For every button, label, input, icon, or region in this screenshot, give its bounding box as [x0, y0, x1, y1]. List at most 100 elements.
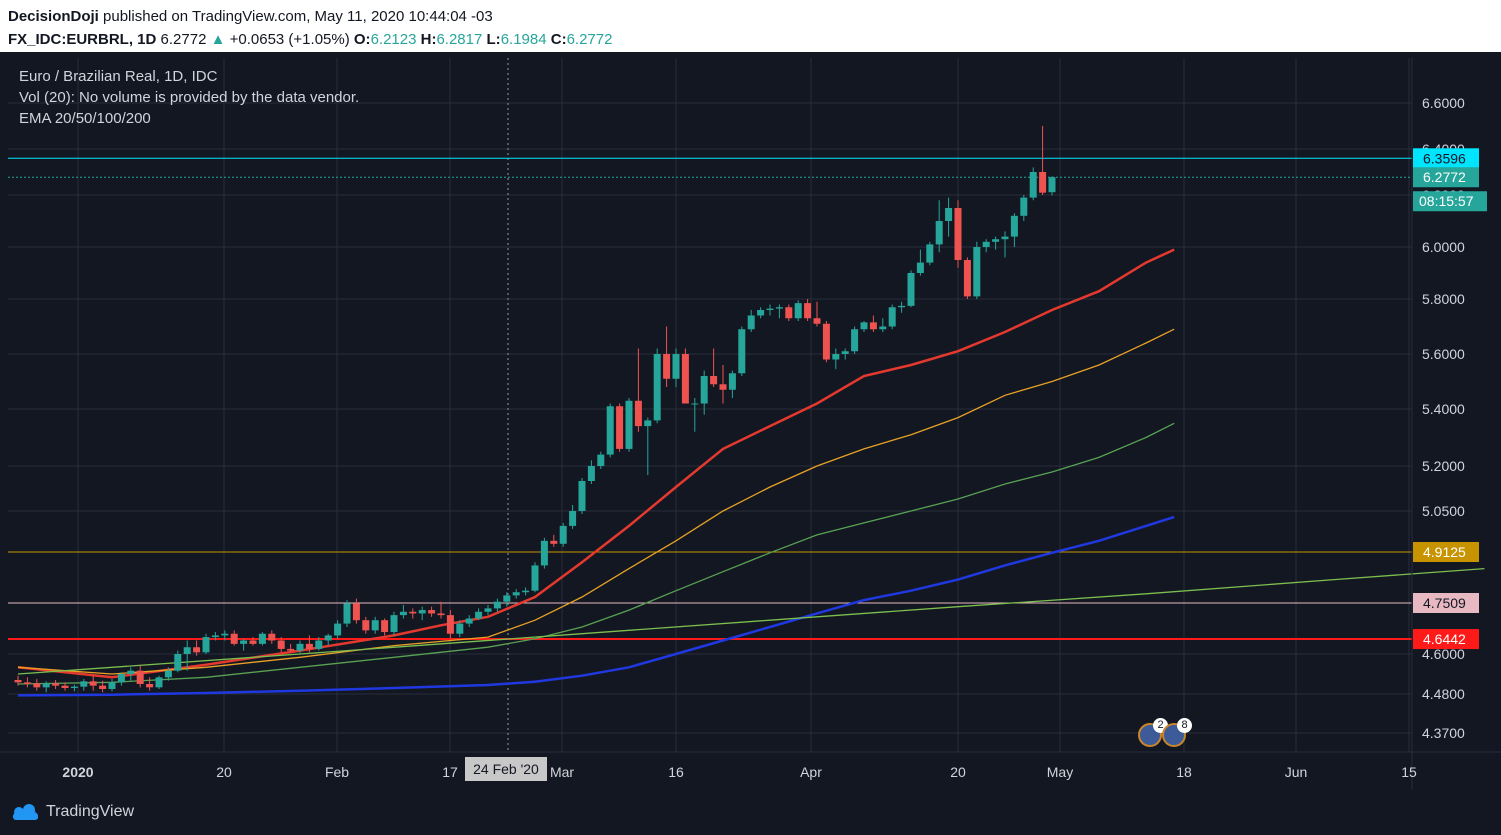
candle[interactable] [287, 643, 295, 653]
candle[interactable] [475, 608, 483, 621]
candle[interactable] [888, 304, 896, 330]
candle[interactable] [324, 633, 332, 646]
candle[interactable] [992, 236, 1000, 250]
candle[interactable] [606, 403, 614, 458]
candle[interactable] [61, 682, 69, 691]
candle[interactable] [305, 635, 313, 653]
price-level-badge[interactable] [1413, 542, 1479, 562]
candle[interactable] [89, 675, 97, 691]
candle[interactable] [428, 606, 436, 617]
candle[interactable] [343, 600, 351, 627]
price-level-badge[interactable] [1413, 167, 1479, 188]
candle[interactable] [352, 598, 360, 624]
candle[interactable] [540, 537, 548, 569]
candle[interactable] [879, 318, 887, 332]
candle[interactable] [1048, 176, 1056, 196]
candle[interactable] [578, 478, 586, 514]
candle[interactable] [362, 616, 370, 634]
candle[interactable] [916, 249, 924, 276]
candle[interactable] [446, 610, 454, 639]
candle[interactable] [681, 348, 689, 404]
candle[interactable] [484, 604, 492, 616]
candle[interactable] [503, 592, 511, 607]
candle[interactable] [146, 677, 154, 691]
candle[interactable] [52, 680, 60, 689]
candle[interactable] [813, 301, 821, 327]
candle[interactable] [747, 310, 755, 332]
candle[interactable] [183, 640, 191, 671]
author-name[interactable]: DecisionDoji [8, 8, 99, 25]
candle[interactable] [174, 650, 182, 673]
candle[interactable] [973, 241, 981, 299]
candle[interactable] [616, 403, 624, 452]
candle[interactable] [42, 681, 50, 693]
candle[interactable] [1010, 213, 1018, 247]
candle[interactable] [653, 348, 661, 424]
candle[interactable] [822, 321, 830, 363]
candle[interactable] [230, 630, 238, 646]
candle[interactable] [963, 257, 971, 299]
candle[interactable] [869, 315, 877, 333]
price-level-badge[interactable] [1413, 629, 1479, 650]
candle[interactable] [249, 637, 257, 646]
candle[interactable] [409, 608, 417, 619]
candle[interactable] [164, 667, 172, 681]
candle[interactable] [935, 200, 943, 253]
candle[interactable] [437, 601, 445, 619]
candle[interactable] [587, 460, 595, 484]
candle[interactable] [738, 326, 746, 377]
candle[interactable] [691, 398, 699, 432]
candle[interactable] [625, 398, 633, 452]
candle[interactable] [550, 534, 558, 547]
candle[interactable] [728, 370, 736, 399]
candle[interactable] [1020, 195, 1028, 221]
candle[interactable] [334, 620, 342, 639]
candle[interactable] [794, 300, 802, 321]
candle[interactable] [315, 637, 323, 651]
candle[interactable] [672, 348, 680, 388]
candle[interactable] [1039, 126, 1047, 195]
candle[interactable] [700, 370, 708, 415]
candle[interactable] [268, 630, 276, 644]
candle[interactable] [399, 604, 407, 619]
candle[interactable] [757, 307, 765, 319]
candle[interactable] [127, 667, 135, 681]
candle[interactable] [193, 640, 201, 656]
candle[interactable] [493, 598, 501, 612]
candle[interactable] [926, 241, 934, 266]
candle[interactable] [719, 365, 727, 404]
candle[interactable] [841, 348, 849, 360]
price-level-badge[interactable] [1413, 148, 1479, 169]
candle[interactable] [99, 680, 107, 693]
candle[interactable] [945, 197, 953, 237]
candle[interactable] [644, 417, 652, 475]
candle[interactable] [277, 637, 285, 653]
candle[interactable] [710, 348, 718, 388]
candle[interactable] [221, 630, 229, 641]
candle[interactable] [569, 505, 577, 529]
candle[interactable] [258, 632, 266, 646]
candle[interactable] [117, 672, 125, 686]
candle[interactable] [634, 348, 642, 432]
candle[interactable] [70, 684, 78, 692]
candle[interactable] [155, 675, 163, 689]
candle[interactable] [785, 304, 793, 322]
candle[interactable] [1029, 167, 1037, 201]
candle[interactable] [456, 620, 464, 638]
candle[interactable] [33, 679, 41, 691]
candle[interactable] [202, 633, 210, 654]
candle[interactable] [465, 615, 473, 627]
candle[interactable] [108, 679, 116, 692]
candle[interactable] [597, 451, 605, 469]
candle[interactable] [136, 665, 144, 688]
candle[interactable] [390, 611, 398, 636]
candle[interactable] [240, 638, 248, 651]
candle[interactable] [860, 321, 868, 332]
candle[interactable] [1001, 231, 1009, 258]
candle[interactable] [418, 606, 426, 621]
candle[interactable] [211, 632, 219, 641]
candle[interactable] [522, 587, 530, 596]
price-chart[interactable]: 6.60006.40006.20006.00005.80005.60005.40… [0, 52, 1501, 790]
candle[interactable] [775, 304, 783, 319]
candle[interactable] [663, 326, 671, 388]
